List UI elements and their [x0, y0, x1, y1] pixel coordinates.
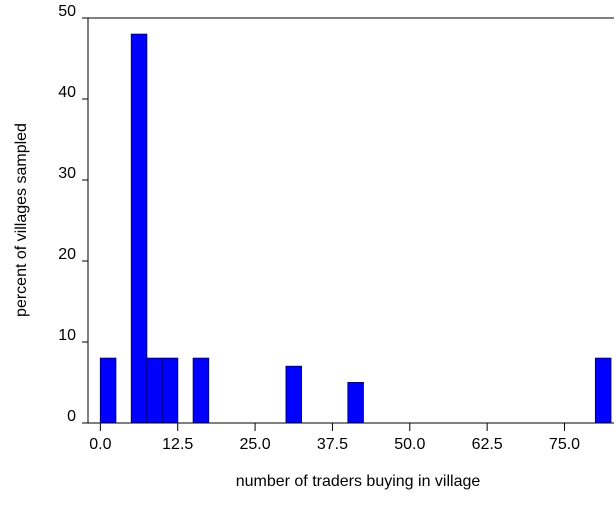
- y-tick-label: 10: [58, 327, 76, 344]
- bar: [347, 382, 364, 424]
- y-tick-label: 0: [67, 408, 76, 425]
- bar: [594, 357, 612, 424]
- x-tick-label: 12.5: [162, 436, 193, 453]
- bar: [285, 365, 302, 424]
- x-tick-label: 0.0: [89, 436, 111, 453]
- bar: [99, 357, 117, 424]
- bar: [130, 33, 148, 424]
- y-tick-label: 20: [58, 246, 76, 263]
- y-tick-label: 50: [58, 3, 76, 20]
- x-tick-label: 25.0: [240, 436, 271, 453]
- x-tick-label: 37.5: [317, 436, 348, 453]
- bar: [146, 357, 163, 424]
- bar: [161, 357, 179, 424]
- x-tick-label: 50.0: [394, 436, 425, 453]
- bar: [192, 357, 210, 424]
- y-axis-label: percent of villages sampled: [13, 123, 30, 317]
- x-axis-label: number of traders buying in village: [236, 473, 481, 490]
- y-tick-label: 40: [58, 84, 76, 101]
- x-tick-label: 75.0: [549, 436, 580, 453]
- x-tick-label: 62.5: [472, 436, 503, 453]
- y-tick-label: 30: [58, 165, 76, 182]
